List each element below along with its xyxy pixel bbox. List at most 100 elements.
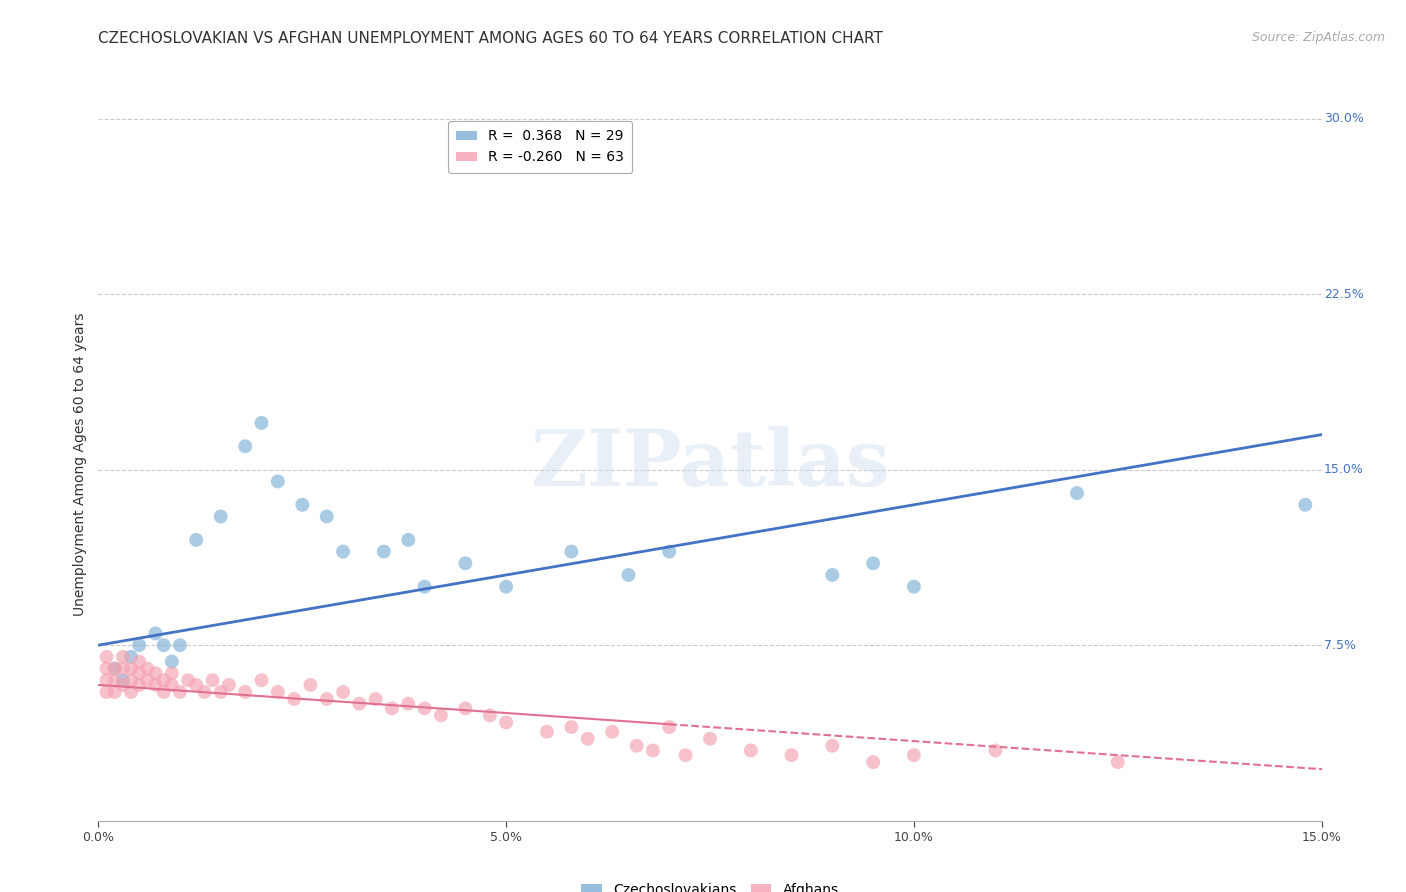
Point: [396, 533, 419, 547]
Point: [145, 678, 167, 692]
Point: [160, 666, 183, 681]
Point: [96, 662, 118, 676]
Point: [111, 662, 134, 676]
Point: [136, 673, 159, 688]
Point: [120, 685, 142, 699]
Point: [454, 556, 477, 570]
Point: [104, 662, 127, 676]
Point: [862, 755, 884, 769]
Point: [145, 626, 167, 640]
Point: [780, 748, 803, 763]
Point: [495, 580, 517, 594]
Text: 7.5%: 7.5%: [1324, 639, 1355, 652]
Point: [111, 678, 134, 692]
Point: [111, 649, 134, 664]
Point: [186, 533, 208, 547]
Point: [454, 701, 477, 715]
Point: [675, 748, 697, 763]
Y-axis label: Unemployment Among Ages 60 to 64 years: Unemployment Among Ages 60 to 64 years: [73, 312, 87, 615]
Point: [381, 701, 404, 715]
Point: [430, 708, 453, 723]
Point: [209, 509, 232, 524]
Point: [373, 544, 395, 558]
Point: [233, 439, 256, 453]
Point: [193, 685, 215, 699]
Point: [209, 685, 232, 699]
Point: [315, 509, 337, 524]
Point: [218, 678, 240, 692]
Point: [903, 748, 925, 763]
Point: [233, 685, 256, 699]
Point: [821, 568, 844, 582]
Point: [364, 692, 387, 706]
Point: [821, 739, 844, 753]
Text: 30.0%: 30.0%: [1324, 112, 1364, 125]
Point: [152, 673, 174, 688]
Legend: Czechoslovakians, Afghans: Czechoslovakians, Afghans: [576, 878, 844, 892]
Point: [250, 673, 273, 688]
Point: [120, 673, 142, 688]
Point: [413, 580, 436, 594]
Text: 22.5%: 22.5%: [1324, 288, 1364, 301]
Point: [658, 720, 681, 734]
Point: [1294, 498, 1316, 512]
Point: [536, 724, 558, 739]
Point: [626, 739, 648, 753]
Point: [600, 724, 623, 739]
Point: [160, 678, 183, 692]
Point: [136, 662, 159, 676]
Point: [201, 673, 224, 688]
Point: [984, 743, 1007, 757]
Point: [169, 638, 191, 652]
Point: [128, 666, 150, 681]
Point: [332, 685, 354, 699]
Point: [128, 638, 150, 652]
Point: [617, 568, 640, 582]
Point: [699, 731, 721, 746]
Point: [349, 697, 371, 711]
Point: [104, 662, 127, 676]
Point: [104, 685, 127, 699]
Point: [145, 666, 167, 681]
Point: [96, 649, 118, 664]
Text: CZECHOSLOVAKIAN VS AFGHAN UNEMPLOYMENT AMONG AGES 60 TO 64 YEARS CORRELATION CHA: CZECHOSLOVAKIAN VS AFGHAN UNEMPLOYMENT A…: [98, 31, 883, 46]
Point: [560, 720, 582, 734]
Point: [152, 685, 174, 699]
Point: [1107, 755, 1129, 769]
Point: [396, 697, 419, 711]
Point: [299, 678, 322, 692]
Point: [658, 544, 681, 558]
Point: [160, 655, 183, 669]
Point: [152, 638, 174, 652]
Point: [128, 678, 150, 692]
Point: [413, 701, 436, 715]
Text: Source: ZipAtlas.com: Source: ZipAtlas.com: [1251, 31, 1385, 45]
Point: [1066, 486, 1088, 500]
Text: ZIPatlas: ZIPatlas: [530, 425, 890, 502]
Point: [560, 544, 582, 558]
Point: [291, 498, 314, 512]
Point: [120, 649, 142, 664]
Point: [120, 662, 142, 676]
Point: [576, 731, 599, 746]
Point: [267, 685, 290, 699]
Point: [495, 715, 517, 730]
Point: [903, 580, 925, 594]
Point: [177, 673, 200, 688]
Point: [186, 678, 208, 692]
Point: [478, 708, 501, 723]
Point: [283, 692, 305, 706]
Point: [315, 692, 337, 706]
Point: [111, 673, 134, 688]
Point: [267, 475, 290, 489]
Point: [862, 556, 884, 570]
Point: [96, 685, 118, 699]
Point: [740, 743, 762, 757]
Point: [169, 685, 191, 699]
Point: [250, 416, 273, 430]
Point: [332, 544, 354, 558]
Point: [128, 655, 150, 669]
Text: 15.0%: 15.0%: [1324, 463, 1364, 476]
Point: [104, 673, 127, 688]
Point: [96, 673, 118, 688]
